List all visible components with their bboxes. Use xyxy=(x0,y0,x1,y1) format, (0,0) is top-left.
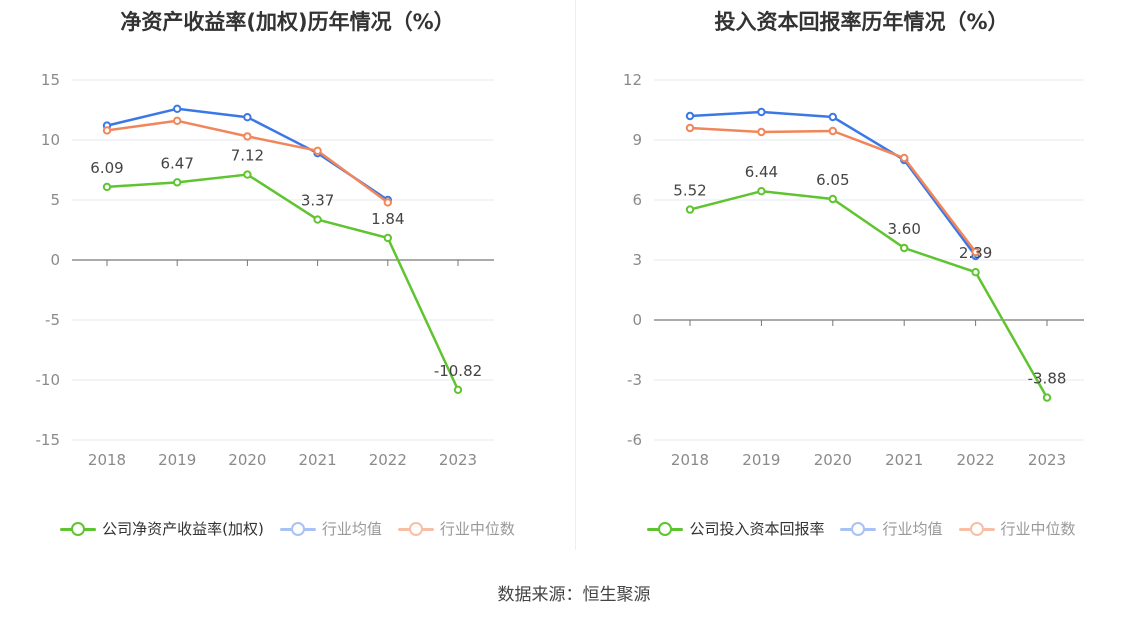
roe-chart-plot: 15 10 5 0 -5 -10 -15 2018 2019 2020 2021 2022 2023 6.… xyxy=(36,71,494,469)
y-tick-label: -10 xyxy=(36,371,61,389)
y-tick-label: -3 xyxy=(627,371,642,389)
chart-legend: 公司投入资本回报率 行业均值 行业中位数 xyxy=(575,518,1148,539)
data-point[interactable] xyxy=(757,187,766,196)
data-point[interactable] xyxy=(828,112,837,122)
y-tick-label: 15 xyxy=(41,71,60,89)
data-point[interactable] xyxy=(685,111,695,121)
legend-label: 行业均值 xyxy=(321,520,382,538)
data-point[interactable] xyxy=(900,153,909,163)
y-tick-label: 0 xyxy=(632,311,642,329)
y-tick-label: -5 xyxy=(45,311,60,329)
roe-chart-panel: 净资产收益率(加权)历年情况（%） 15 10 5 0 -5 -10 -15 2018 2019… xyxy=(0,0,575,550)
x-tick-label: 2021 xyxy=(885,451,923,469)
y-tick-label: 0 xyxy=(50,251,60,269)
y-tick-label: 10 xyxy=(41,131,60,149)
x-tick-label: 2019 xyxy=(742,451,780,469)
data-point[interactable] xyxy=(900,243,909,253)
data-point[interactable] xyxy=(685,205,695,214)
legend-label: 行业中位数 xyxy=(1000,520,1076,538)
data-label: 2.39 xyxy=(959,244,992,262)
data-point[interactable] xyxy=(243,113,252,122)
y-tick-label: -15 xyxy=(36,431,61,449)
data-label: 6.09 xyxy=(90,159,123,177)
data-point[interactable] xyxy=(757,127,766,137)
legend-line-icon xyxy=(60,519,97,539)
legend-line-icon xyxy=(840,519,877,539)
data-point[interactable] xyxy=(828,126,837,136)
legend-line-icon xyxy=(958,519,995,539)
data-point[interactable] xyxy=(102,182,112,192)
data-point[interactable] xyxy=(1042,393,1052,402)
series-line xyxy=(689,126,977,253)
legend-label: 行业均值 xyxy=(882,520,943,538)
data-label: 1.84 xyxy=(371,210,404,228)
data-point[interactable] xyxy=(173,178,182,187)
data-point[interactable] xyxy=(173,104,182,114)
data-point[interactable] xyxy=(453,385,463,395)
data-point[interactable] xyxy=(102,126,112,135)
x-tick-label: 2018 xyxy=(671,451,709,469)
data-point[interactable] xyxy=(757,107,766,117)
x-tick-label: 2019 xyxy=(158,451,196,469)
roic-chart-plot: 12 9 6 3 0 -3 -6 2018 2019 2020 2021 2022 2023 5.52 6.… xyxy=(623,71,1084,469)
roic-chart-panel: 投入资本回报率历年情况（%） 12 9 6 3 0 -3 -6 2018 2019 2020 202… xyxy=(575,0,1148,550)
y-tick-label: 6 xyxy=(632,191,642,209)
x-tick-label: 2021 xyxy=(299,451,337,469)
legend-item-industry-avg[interactable]: 行业均值 xyxy=(840,518,943,539)
data-label: 6.05 xyxy=(816,171,849,189)
chart-title: 净资产收益率(加权)历年情况（%） xyxy=(120,10,455,34)
data-point[interactable] xyxy=(313,146,322,156)
chart-legend: 公司净资产收益率(加权) 行业均值 行业中位数 xyxy=(0,518,575,539)
legend-item-company[interactable]: 公司投入资本回报率 xyxy=(647,518,824,539)
x-tick-label: 2022 xyxy=(369,451,407,469)
series-line xyxy=(106,173,460,391)
data-point[interactable] xyxy=(243,132,252,141)
legend-label: 公司净资产收益率(加权) xyxy=(102,520,264,538)
x-tick-label: 2020 xyxy=(814,451,852,469)
data-point[interactable] xyxy=(828,194,837,204)
data-point[interactable] xyxy=(971,247,980,257)
data-label: 7.12 xyxy=(231,147,264,165)
x-tick-label: 2018 xyxy=(88,451,126,469)
legend-line-icon xyxy=(279,519,316,539)
data-point[interactable] xyxy=(383,233,392,243)
legend-item-industry-median[interactable]: 行业中位数 xyxy=(958,518,1076,539)
x-tick-label: 2023 xyxy=(1028,451,1066,469)
y-tick-label: 5 xyxy=(50,191,60,209)
data-point[interactable] xyxy=(685,123,695,133)
legend-label: 公司投入资本回报率 xyxy=(689,520,825,538)
legend-item-industry-median[interactable]: 行业中位数 xyxy=(397,518,515,539)
data-label: -3.88 xyxy=(1028,370,1067,388)
data-label: 5.52 xyxy=(673,182,706,200)
data-point[interactable] xyxy=(971,268,980,277)
legend-line-icon xyxy=(397,519,434,539)
data-label: 3.37 xyxy=(301,192,334,210)
y-tick-label: -6 xyxy=(627,431,642,449)
data-label: 3.60 xyxy=(887,220,920,238)
x-tick-label: 2022 xyxy=(957,451,995,469)
y-tick-label: 3 xyxy=(632,251,642,269)
y-tick-label: 12 xyxy=(623,71,642,89)
legend-item-industry-avg[interactable]: 行业均值 xyxy=(279,518,382,539)
data-label: -10.82 xyxy=(434,362,482,380)
data-label: 6.44 xyxy=(745,163,778,181)
data-point[interactable] xyxy=(313,215,322,224)
x-tick-label: 2020 xyxy=(228,451,266,469)
legend-line-icon xyxy=(647,519,684,539)
data-label: 6.47 xyxy=(160,154,193,172)
series-line xyxy=(689,189,1049,399)
data-source-note: 数据来源：恒生聚源 xyxy=(497,585,651,605)
chart-title: 投入资本回报率历年情况（%） xyxy=(714,10,1009,34)
legend-label: 行业中位数 xyxy=(439,520,515,538)
data-point[interactable] xyxy=(243,170,252,179)
data-point[interactable] xyxy=(173,116,182,126)
y-tick-label: 9 xyxy=(632,131,642,149)
legend-item-company[interactable]: 公司净资产收益率(加权) xyxy=(60,518,264,539)
panel-divider xyxy=(575,0,576,550)
data-point[interactable] xyxy=(383,198,392,207)
x-tick-label: 2023 xyxy=(439,451,477,469)
